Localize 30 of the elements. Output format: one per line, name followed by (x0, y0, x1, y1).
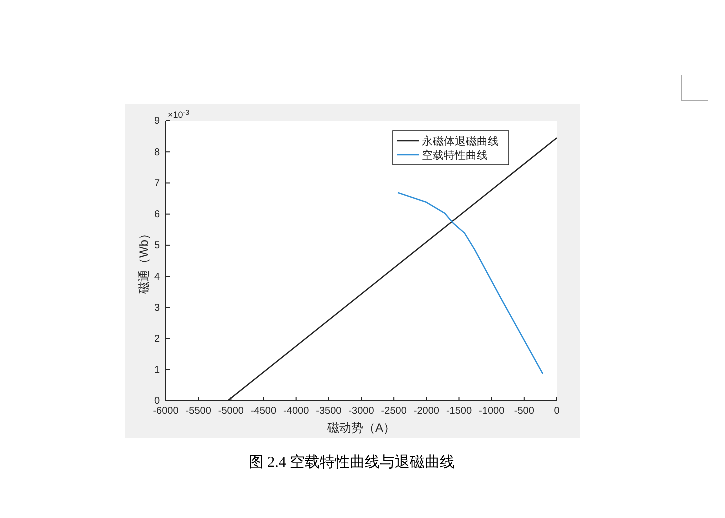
y-tick-label: 5 (154, 240, 160, 252)
legend-label: 空载特性曲线 (422, 149, 488, 162)
y-tick-label: 8 (154, 147, 160, 158)
line-series (397, 192, 544, 375)
y-tick-label: 3 (154, 302, 160, 314)
x-tick-label: -1500 (446, 406, 472, 418)
y-tick-label: 7 (154, 178, 160, 190)
text: 图 2.4 空载特性曲线与退磁曲线 (248, 454, 456, 471)
x-tick-label: -5000 (218, 406, 244, 418)
y-tick-label: 0 (154, 396, 160, 408)
x-tick-label: 0 (554, 406, 560, 418)
x-tick-label: -2500 (381, 406, 408, 418)
text: ×10$^{-3}$ (168, 110, 190, 120)
x-tick-label: -3500 (316, 406, 342, 418)
y-tick-label: 9 (154, 116, 160, 128)
x-axis-title: 磁动势（A） (326, 421, 396, 435)
x-tick-label: -3000 (348, 406, 375, 418)
y-tick-label: 1 (154, 365, 160, 376)
x-tick-label: -1000 (479, 406, 506, 418)
y-tick-label: 2 (154, 334, 160, 345)
x-tick-label: -2000 (414, 406, 440, 418)
x-tick-label: -4500 (250, 406, 277, 418)
legend-label: 永磁体退磁曲线 (422, 135, 499, 148)
y-tick-label: 4 (154, 272, 160, 283)
y-tick-label: 6 (154, 210, 160, 221)
x-tick-label: -4000 (284, 406, 310, 418)
x-tick-label: -500 (514, 406, 535, 418)
x-tick-label: -5500 (186, 406, 212, 418)
y-axis-title: 磁通（Wb） (137, 228, 151, 295)
x-tick-label: -6000 (153, 406, 180, 418)
